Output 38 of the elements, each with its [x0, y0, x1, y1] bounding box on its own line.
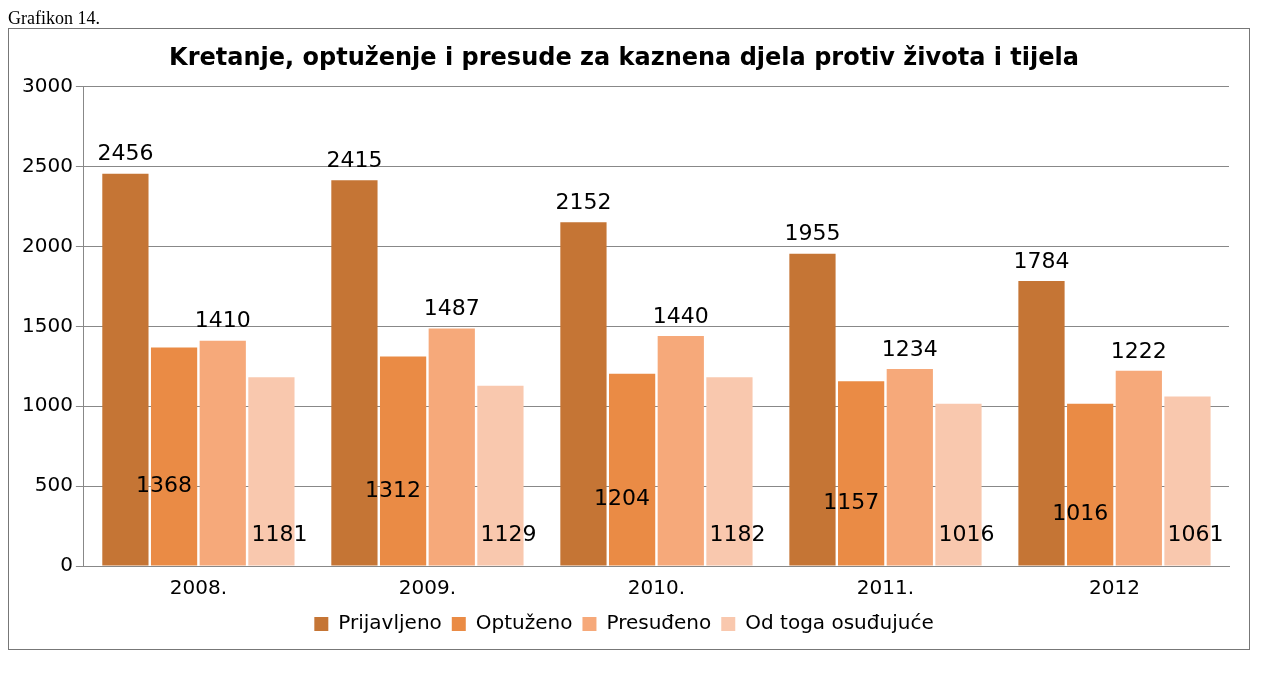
data-label: 2456 — [97, 140, 154, 166]
legend-label: Od toga osuđujuće — [745, 610, 934, 635]
data-label: 1129 — [480, 521, 537, 547]
data-label: 1410 — [194, 307, 251, 333]
legend-label: Presuđeno — [606, 610, 712, 635]
y-tick-label: 1500 — [21, 312, 73, 337]
x-tick-label: 2009. — [398, 575, 457, 600]
bar — [428, 328, 475, 566]
data-label: 1061 — [1167, 521, 1224, 547]
data-label: 1487 — [423, 295, 480, 321]
data-label: 1440 — [652, 302, 709, 328]
bar — [886, 368, 933, 566]
y-tick-label: 2500 — [21, 152, 73, 177]
data-label: 1222 — [1110, 337, 1167, 363]
x-tick-label: 2012 — [1089, 575, 1140, 600]
x-tick-label: 2011. — [856, 575, 915, 600]
data-label: 1181 — [251, 521, 308, 547]
bar — [1115, 370, 1162, 566]
data-label: 1955 — [784, 220, 841, 246]
y-tick-label: 2000 — [21, 232, 73, 257]
y-tick-label: 500 — [34, 472, 73, 497]
data-label: 2415 — [326, 146, 383, 172]
text: Grafikon 14. — [8, 8, 101, 28]
y-tick-label: 0 — [60, 552, 73, 577]
x-tick-label: 2008. — [169, 575, 228, 600]
y-tick-label: 3000 — [21, 73, 73, 97]
y-tick-label: 1000 — [21, 392, 73, 417]
legend-label: Prijavljeno — [338, 610, 442, 635]
data-label: 1784 — [1013, 247, 1070, 273]
chart-title: Kretanje, optuženje i presude za kaznena djela protiv života i tijela — [169, 42, 1079, 71]
data-label: 2152 — [555, 188, 612, 214]
bar — [657, 335, 704, 566]
data-label: 1016 — [938, 521, 995, 547]
x-tick-label: 2010. — [627, 575, 686, 600]
legend-label: Optuženo — [475, 610, 573, 635]
data-label: 1182 — [709, 521, 766, 547]
bar — [199, 340, 246, 566]
data-label: 1234 — [881, 335, 938, 361]
